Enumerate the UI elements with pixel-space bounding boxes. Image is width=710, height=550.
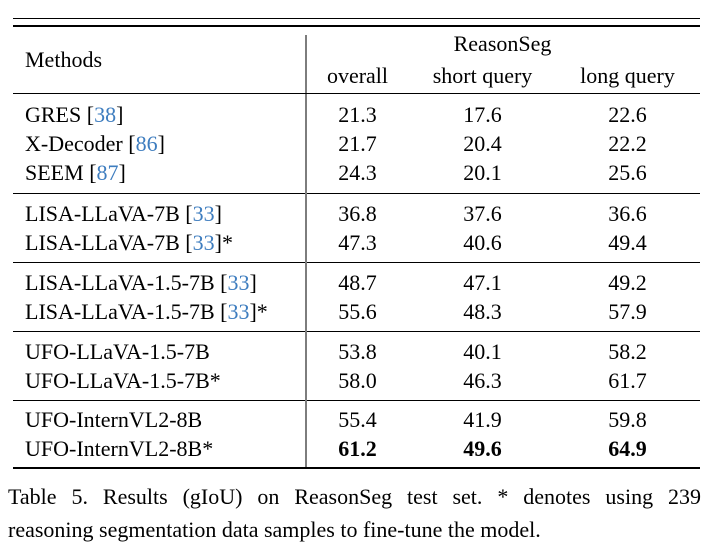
score-cell: 49.4	[608, 230, 647, 255]
table-sections: GRES [38] 21.3 17.6 22.6 X-Decoder [86] 21.7 2…	[13, 94, 700, 467]
citation-link[interactable]: 33	[192, 230, 215, 255]
score-cell: 49.2	[608, 270, 647, 295]
score-cell: 46.3	[463, 368, 502, 393]
score-cell: 22.6	[608, 102, 647, 127]
table-row: LISA-LLaVA-1.5-7B [33] 48.7 47.1 49.2	[13, 268, 700, 297]
score-cell: 47.1	[463, 270, 502, 295]
score-cell: 61.7	[608, 368, 647, 393]
method-name-cell: LISA-LLaVA-1.5-7B [33]*	[25, 299, 268, 324]
score-cell: 58.2	[608, 339, 647, 364]
table-row: LISA-LLaVA-1.5-7B [33]* 55.6 48.3 57.9	[13, 297, 700, 326]
results-table: Methods ReasonSeg overall short query lo…	[13, 18, 700, 469]
score-cell: 37.6	[463, 201, 502, 226]
table-row: GRES [38] 21.3 17.6 22.6	[13, 100, 700, 129]
method-name-cell: LISA-LLaVA-7B [33]*	[25, 230, 233, 255]
table-bottom-rule	[13, 467, 700, 469]
score-cell: 48.3	[463, 299, 502, 324]
score-cell: 20.1	[463, 160, 502, 185]
table-section: GRES [38] 21.3 17.6 22.6 X-Decoder [86] 21.7 2…	[13, 94, 700, 193]
table-section: UFO-LLaVA-1.5-7B 53.8 40.1 58.2 UFO-LLaVA-1.…	[13, 331, 700, 400]
score-cell: 22.2	[608, 131, 647, 156]
score-cell: 47.3	[338, 230, 377, 255]
methods-column-header: Methods	[25, 47, 102, 72]
table-row: UFO-InternVL2-8B 55.4 41.9 59.8	[13, 405, 700, 434]
score-cell: 64.9	[608, 436, 647, 461]
table-row: UFO-InternVL2-8B* 61.2 49.6 64.9	[13, 434, 700, 463]
subcolumn-headers: overall short query long query	[305, 63, 700, 89]
score-cell: 41.9	[463, 407, 502, 432]
caption-line-1: Table 5. Results (gIoU) on ReasonSeg tes…	[8, 484, 701, 509]
citation-link[interactable]: 87	[96, 160, 119, 185]
score-cell: 36.6	[608, 201, 647, 226]
score-cell: 61.2	[338, 436, 377, 461]
score-cell: 17.6	[463, 102, 502, 127]
method-name-cell: UFO-InternVL2-8B*	[25, 436, 214, 461]
score-cell: 21.3	[338, 102, 377, 127]
citation-link[interactable]: 33	[192, 201, 215, 226]
column-header-overall: overall	[326, 63, 389, 88]
score-cell: 24.3	[338, 160, 377, 185]
score-cell: 49.6	[463, 436, 502, 461]
table-body: Methods ReasonSeg overall short query lo…	[13, 27, 700, 467]
method-name-cell: LISA-LLaVA-7B [33]	[25, 201, 222, 226]
score-cell: 55.6	[338, 299, 377, 324]
score-cell: 55.4	[338, 407, 377, 432]
column-divider-line	[305, 35, 307, 467]
table-row: LISA-LLaVA-7B [33]* 47.3 40.6 49.4	[13, 228, 700, 257]
method-name-cell: SEEM [87]	[25, 160, 126, 185]
table-top-double-rule	[13, 18, 700, 27]
reasonseg-group-header: ReasonSeg	[453, 31, 552, 56]
table-caption: Table 5. Results (gIoU) on ReasonSeg tes…	[8, 480, 701, 546]
table-section: LISA-LLaVA-1.5-7B [33] 48.7 47.1 49.2 LISA-L…	[13, 262, 700, 331]
table-row: SEEM [87] 24.3 20.1 25.6	[13, 158, 700, 187]
score-cell: 25.6	[608, 160, 647, 185]
column-header-long-query: long query	[580, 63, 675, 88]
table-header: Methods ReasonSeg overall short query lo…	[13, 27, 700, 94]
score-cell: 53.8	[338, 339, 377, 364]
score-cell: 48.7	[338, 270, 377, 295]
table-section: LISA-LLaVA-7B [33] 36.8 37.6 36.6 LISA-LLaVA…	[13, 193, 700, 262]
method-name-cell: GRES [38]	[25, 102, 124, 127]
score-cell: 57.9	[608, 299, 647, 324]
score-cell: 20.4	[463, 131, 502, 156]
score-cell: 36.8	[338, 201, 377, 226]
caption-line-2: reasoning segmentation data samples to f…	[8, 517, 541, 542]
method-name-cell: UFO-LLaVA-1.5-7B*	[25, 368, 221, 393]
table-row: UFO-LLaVA-1.5-7B 53.8 40.1 58.2	[13, 337, 700, 366]
method-name-cell: UFO-InternVL2-8B	[25, 407, 203, 432]
method-name-cell: LISA-LLaVA-1.5-7B [33]	[25, 270, 257, 295]
table-row: LISA-LLaVA-7B [33] 36.8 37.6 36.6	[13, 199, 700, 228]
score-cell: 40.1	[463, 339, 502, 364]
score-cell: 40.6	[463, 230, 502, 255]
table-row: X-Decoder [86] 21.7 20.4 22.2	[13, 129, 700, 158]
citation-link[interactable]: 33	[227, 299, 250, 324]
score-cell: 58.0	[338, 368, 377, 393]
column-header-short-query: short query	[432, 63, 533, 88]
table-row: UFO-LLaVA-1.5-7B* 58.0 46.3 61.7	[13, 366, 700, 395]
score-cell: 59.8	[608, 407, 647, 432]
citation-link[interactable]: 33	[227, 270, 250, 295]
method-name-cell: X-Decoder [86]	[25, 131, 165, 156]
score-cell: 21.7	[338, 131, 377, 156]
method-name-cell: UFO-LLaVA-1.5-7B	[25, 339, 210, 364]
citation-link[interactable]: 86	[135, 131, 158, 156]
citation-link[interactable]: 38	[94, 102, 117, 127]
table-section: UFO-InternVL2-8B 55.4 41.9 59.8 UFO-InternVL…	[13, 400, 700, 467]
